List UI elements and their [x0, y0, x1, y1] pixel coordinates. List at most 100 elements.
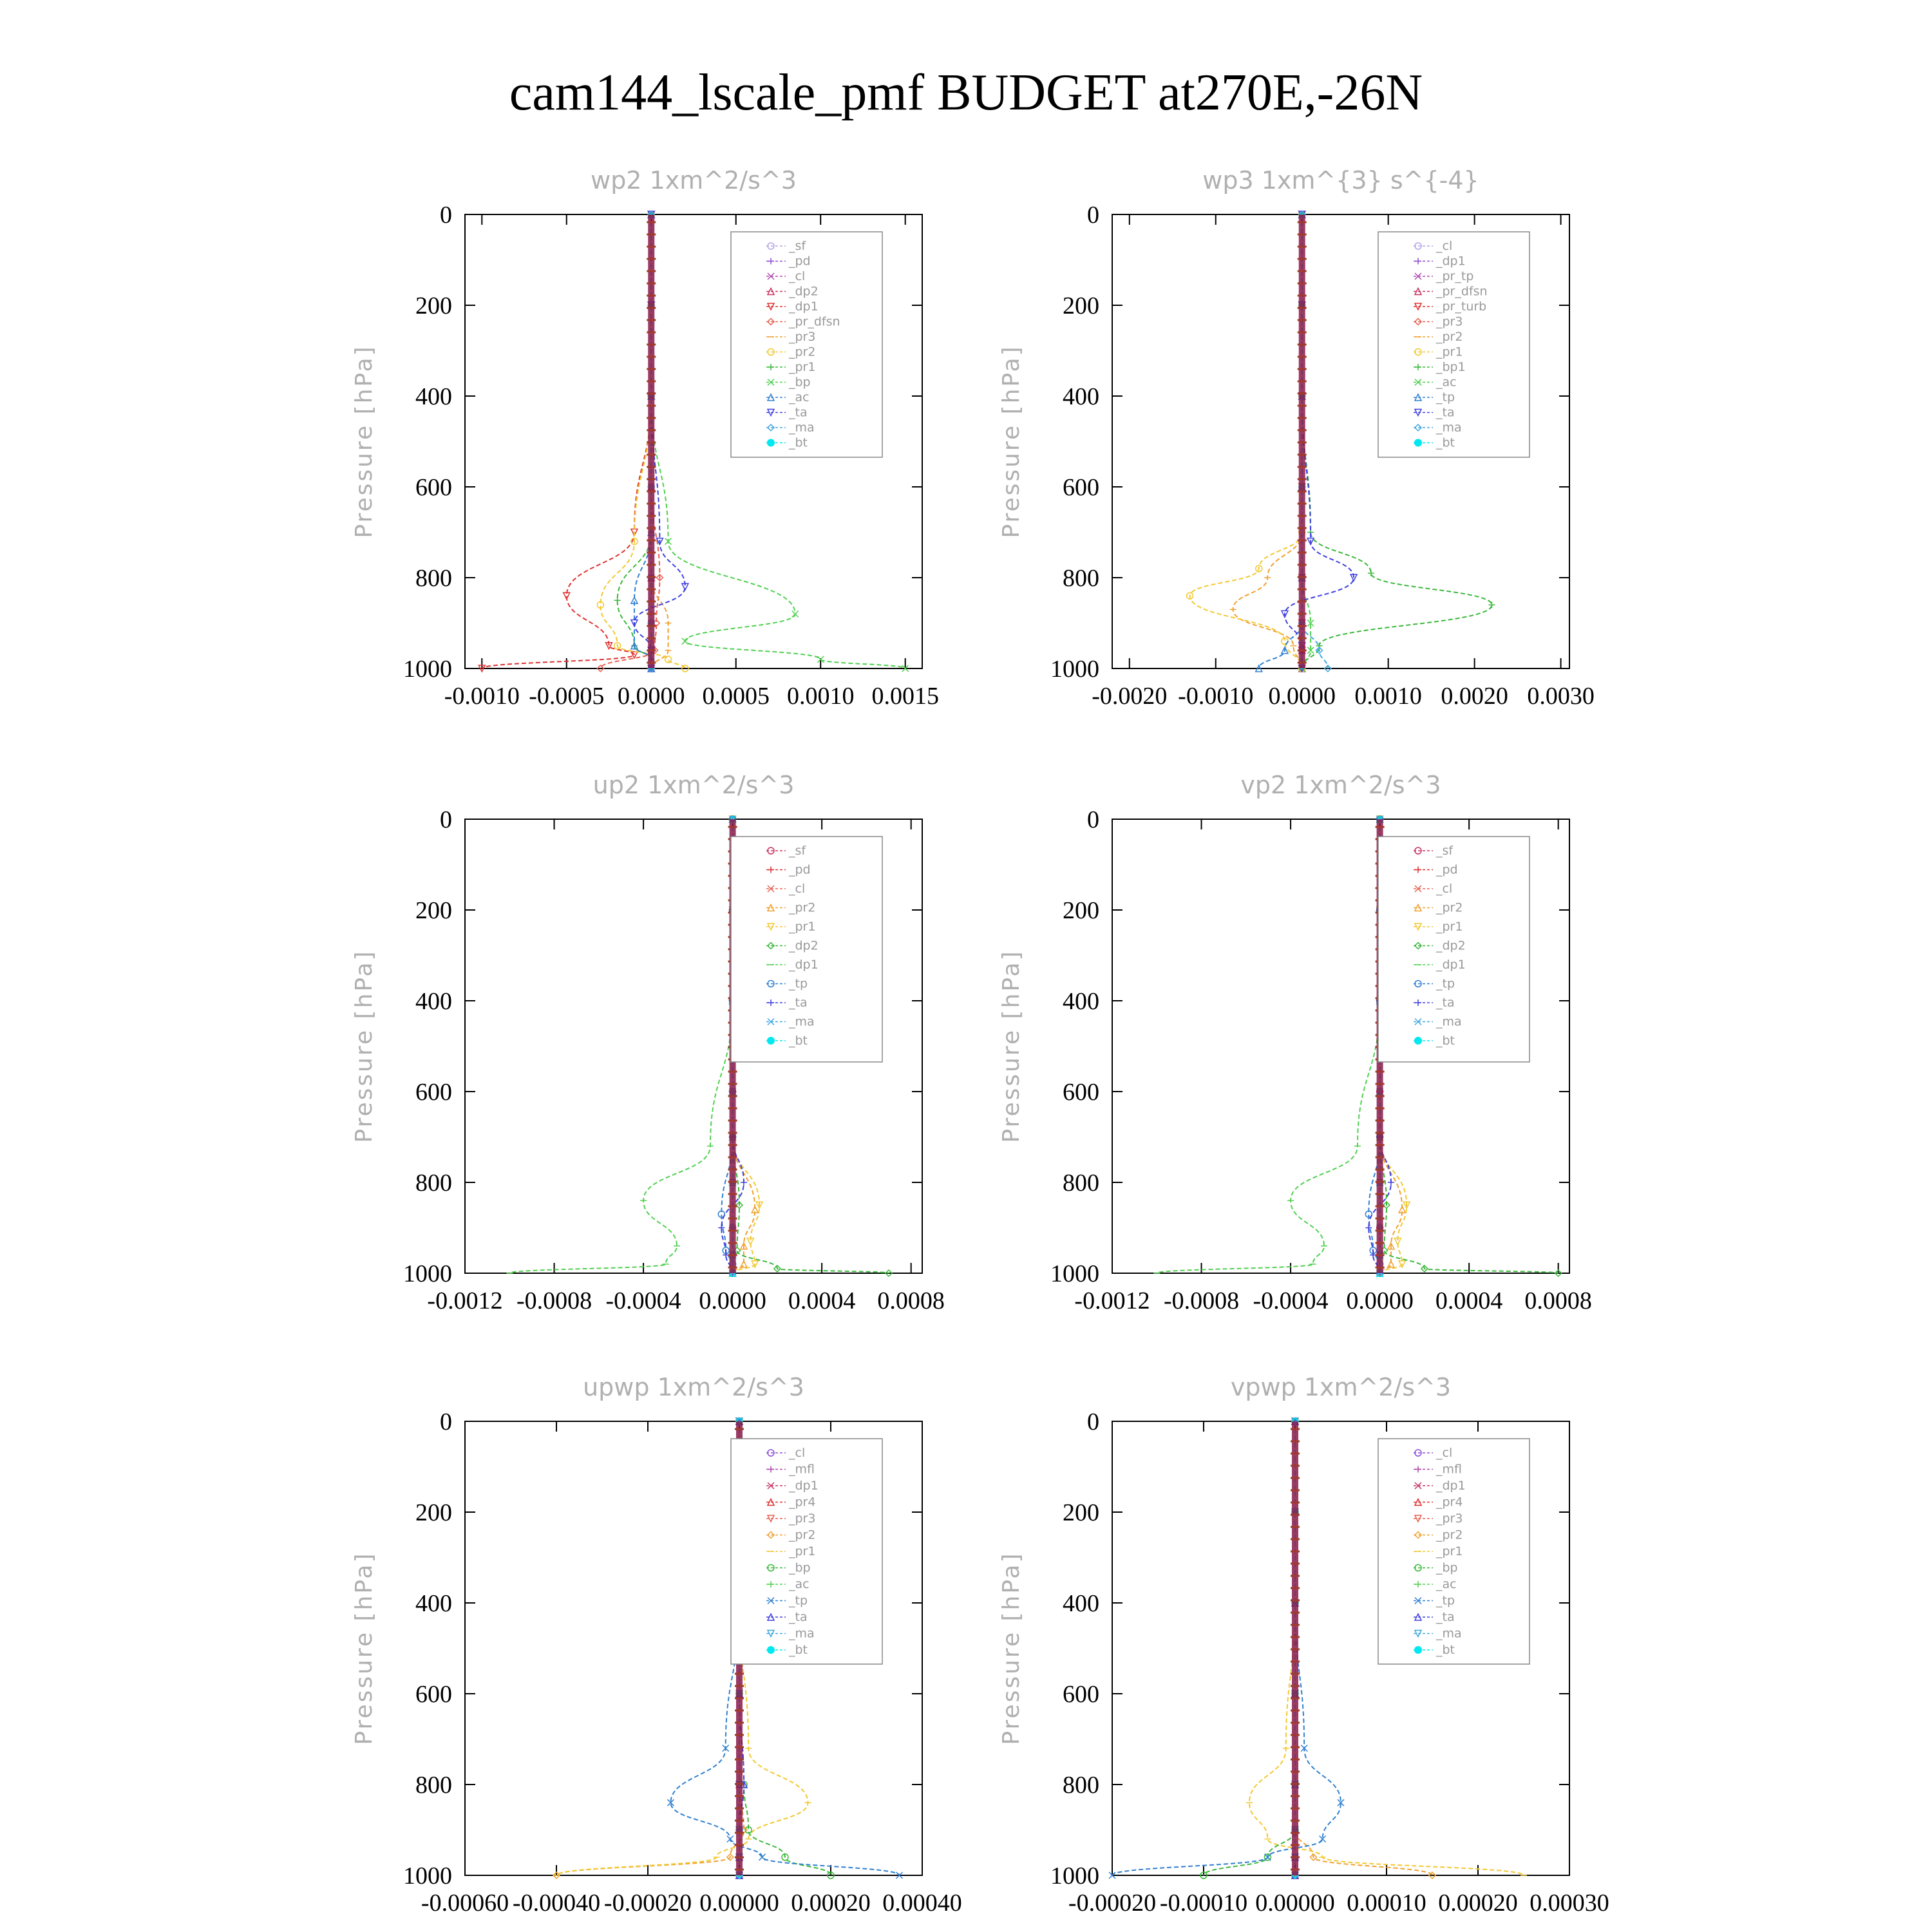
chart-panel: wp2 1xm^2/s^3 Pressure [hPa] 0 200 400 600 800… [351, 166, 939, 710]
x-tick-label: -0.00040 [513, 1889, 600, 1917]
data-point [1307, 619, 1314, 627]
legend-marker [768, 866, 774, 873]
legend-marker [767, 847, 775, 855]
series-line [616, 214, 652, 668]
legend-marker [1414, 1629, 1423, 1638]
legend-marker [1414, 303, 1423, 311]
legend-marker [1414, 942, 1423, 950]
series-line [1283, 214, 1355, 668]
legend-marker [1414, 923, 1423, 931]
legend-marker [767, 272, 775, 280]
data-point [773, 1264, 781, 1273]
legend-entry: _ma [1414, 421, 1462, 435]
legend-label: _ta [1435, 996, 1455, 1010]
x-tick-label: -0.00020 [604, 1889, 692, 1917]
legend-marker [767, 439, 775, 447]
legend-entry: _ta [766, 406, 808, 420]
legend-entry: _bt [766, 1643, 808, 1657]
y-tick-label: 1000 [403, 1260, 452, 1287]
legend-frame [1378, 836, 1530, 1063]
legend-entry: _ta [766, 1610, 808, 1624]
data-point [1323, 664, 1332, 673]
legend-entry: _bp [766, 1561, 811, 1575]
legend-entry: _tp [766, 1594, 808, 1608]
legend-label: _dp1 [1435, 254, 1466, 269]
legend-entry: _pr_dfsn [1414, 285, 1488, 299]
data-point [1398, 1260, 1406, 1269]
y-tick-label: 0 [440, 1408, 452, 1435]
x-tick-label: 0.00010 [1347, 1889, 1426, 1917]
data-point [630, 596, 639, 604]
series-line [509, 819, 734, 1274]
legend-entry: _ac [766, 1577, 810, 1591]
x-tick-label: -0.0020 [1092, 683, 1167, 710]
legend-entry: _cl [1414, 239, 1452, 253]
data-point [656, 537, 664, 546]
legend-label: _cl [788, 882, 805, 896]
legend-label: _bt [1435, 436, 1455, 450]
panel-title: upwp 1xm^2/s^3 [583, 1373, 804, 1401]
legend-entry: _sf [766, 844, 806, 858]
data-point [722, 1745, 730, 1752]
legend-entry: _ma [1414, 1015, 1462, 1029]
data-point [791, 610, 799, 618]
data-point [681, 638, 689, 645]
x-tick-label: 0.0000 [1346, 1287, 1414, 1314]
legend-label: _pr1 [1435, 1544, 1463, 1558]
legend-entry: _bt [1414, 1034, 1455, 1048]
legend-marker [767, 1018, 775, 1026]
legend-marker [766, 393, 775, 401]
legend-marker [1414, 1596, 1422, 1605]
legend-marker [768, 999, 774, 1006]
legend-marker [1414, 1482, 1422, 1490]
series-line [556, 1421, 745, 1876]
data-point [1264, 1853, 1272, 1861]
data-point [902, 665, 909, 672]
series-line [1301, 214, 1329, 669]
legend-marker [766, 1497, 775, 1506]
legend-marker [1414, 903, 1423, 912]
data-point [1280, 646, 1289, 654]
legend-marker [767, 1037, 775, 1045]
legend-marker [766, 903, 775, 912]
legend-marker [1414, 1497, 1423, 1506]
legend-marker [1414, 980, 1422, 988]
data-point [739, 1242, 748, 1250]
legend-marker [766, 408, 775, 417]
zero-profile-markers [1297, 214, 1307, 668]
x-tick-label: -0.0008 [516, 1287, 592, 1314]
x-tick-label: -0.0004 [1253, 1287, 1328, 1314]
legend-entry: _dp1 [766, 1479, 819, 1493]
data-point [1186, 592, 1194, 600]
data-point [1307, 647, 1314, 654]
legend-entry: _cl [766, 269, 805, 283]
legend-label: _pr2 [1435, 901, 1463, 915]
legend-frame [730, 836, 883, 1063]
data-point [596, 601, 605, 609]
figure-title: cam144_lscale_pmf BUDGET at270E,-26N [509, 64, 1423, 121]
legend-entry: _ma [766, 1627, 815, 1641]
x-tick-label: 0.00020 [1438, 1889, 1518, 1917]
data-point [1365, 1210, 1373, 1218]
data-point [681, 583, 690, 591]
y-tick-label: 600 [1063, 474, 1099, 501]
legend-label: _bp1 [1435, 360, 1466, 374]
legend-frame [730, 231, 883, 458]
legend-label: _dp1 [1435, 1479, 1466, 1493]
legend-marker [1415, 1581, 1421, 1587]
data-point [605, 642, 613, 650]
series-ta [630, 211, 690, 673]
y-tick-label: 200 [415, 1499, 452, 1526]
legend-marker [1414, 885, 1422, 893]
legend-entry: _sf [1414, 844, 1454, 858]
series-ta [1280, 211, 1358, 673]
panel-title: vpwp 1xm^2/s^3 [1231, 1373, 1451, 1401]
legend: _sf _pd _cl _pr2 _pr1 _dp2 _dp1 _tp _ta _ma _bt [1378, 836, 1530, 1063]
y-tick-label: 400 [415, 383, 452, 410]
legend-entry: _dp1 [1414, 254, 1466, 269]
legend-marker [1415, 258, 1421, 265]
series-line [1379, 819, 1559, 1274]
legend-label: _tp [788, 977, 808, 991]
legend-label: _pr1 [788, 360, 815, 374]
